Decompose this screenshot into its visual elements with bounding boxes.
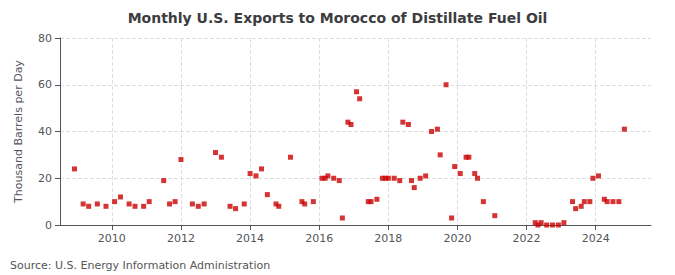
- svg-text:60: 60: [38, 78, 52, 91]
- svg-text:Source: U.S. Energy Informatio: Source: U.S. Energy Information Administ…: [10, 259, 270, 272]
- svg-text:2012: 2012: [167, 232, 195, 245]
- svg-text:2018: 2018: [374, 232, 402, 245]
- svg-text:80: 80: [38, 32, 52, 45]
- svg-text:Monthly U.S. Exports to Morocc: Monthly U.S. Exports to Morocco of Disti…: [128, 10, 548, 26]
- svg-text:2010: 2010: [98, 232, 126, 245]
- svg-text:2014: 2014: [236, 232, 264, 245]
- svg-text:2022: 2022: [513, 232, 541, 245]
- svg-text:0: 0: [45, 219, 52, 232]
- svg-text:2016: 2016: [305, 232, 333, 245]
- svg-text:Thousand Barrels per Day: Thousand Barrels per Day: [12, 60, 25, 204]
- svg-text:20: 20: [38, 172, 52, 185]
- svg-text:2024: 2024: [582, 232, 610, 245]
- svg-text:40: 40: [38, 125, 52, 138]
- svg-text:2020: 2020: [443, 232, 471, 245]
